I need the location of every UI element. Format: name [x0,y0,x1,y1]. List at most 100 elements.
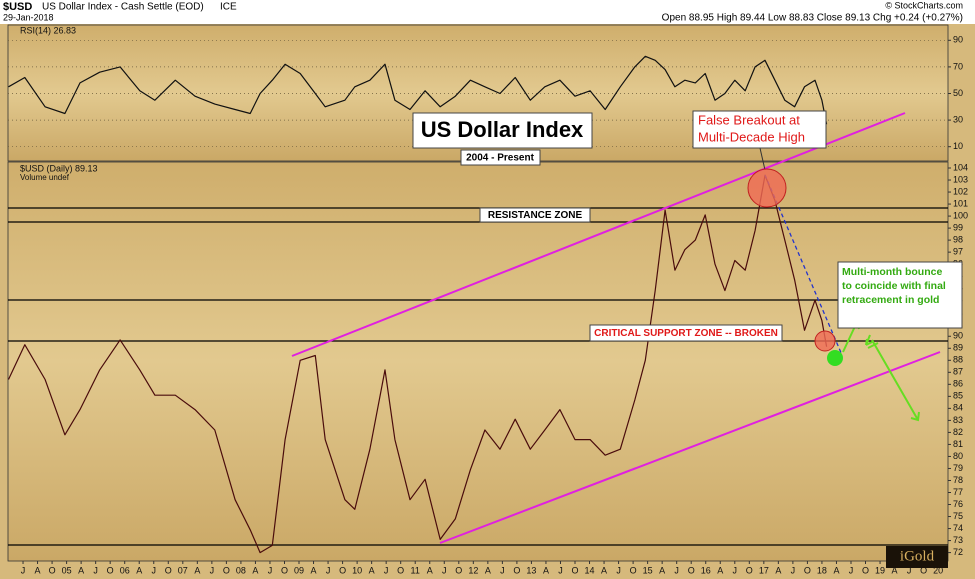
x-tick-label: O [571,565,578,575]
x-tick-label: 07 [178,565,188,575]
x-tick-label: A [775,565,781,575]
bounce-box [837,261,963,329]
x-tick-label: O [49,565,56,575]
x-tick-label: 05 [62,565,72,575]
x-tick-label: J [500,565,505,575]
source: © StockCharts.com [885,0,963,10]
symbol: $USD [3,1,32,13]
y-tick-label: 30 [953,114,963,124]
y-tick-label: 101 [953,198,968,208]
x-tick-label: A [485,565,491,575]
y-tick-label: 103 [953,174,968,184]
x-tick-label: O [281,565,288,575]
x-tick-label: J [268,565,273,575]
x-tick-label: J [849,565,854,575]
x-tick-label: 08 [236,565,246,575]
title: US Dollar Index [421,117,584,142]
logo-box [886,546,948,568]
logo: iGold [900,548,935,564]
y-tick-label: 70 [953,61,963,71]
x-tick-label: J [21,565,26,575]
x-tick-label: O [804,565,811,575]
x-tick-label: 19 [875,565,885,575]
y-tick-label: 76 [953,499,963,509]
x-tick-label: A [194,565,200,575]
x-tick-label: A [369,565,375,575]
subtitle: 2004 - Present [466,153,534,164]
x-tick-label: O [746,565,753,575]
bounce-text: Multi-month bounce [842,266,942,278]
x-tick-label: A [543,565,549,575]
x-tick-label: A [78,565,84,575]
y-tick-label: 77 [953,487,963,497]
x-tick-label: O [339,565,346,575]
channel-bottom [439,351,941,544]
x-tick-label: A [311,565,317,575]
y-tick-label: 84 [953,403,963,413]
date: 29-Jan-2018 [3,12,54,22]
y-tick-label: 100 [953,210,968,220]
arrow [865,334,873,346]
subtitle-box [460,149,541,166]
y-tick-label: 10 [953,141,963,151]
price-legend: $USD (Daily) 89.13 [20,163,98,173]
x-tick-label: A [601,565,607,575]
x-tick-label: J [616,565,621,575]
y-tick-label: 80 [953,451,963,461]
breakout-text: Multi-Decade High [698,129,805,144]
x-tick-label: J [326,565,331,575]
x-tick-label: 11 [411,565,420,575]
x-tick-label: J [791,565,796,575]
header-bar [0,0,975,24]
y-tick-label: 50 [953,88,963,98]
breakout-text: False Breakout at [698,112,800,127]
y-tick-label: 74 [953,523,963,533]
volume-note: Volume undef [20,173,70,182]
y-tick-label: 83 [953,415,963,425]
x-tick-label: O [630,565,637,575]
y-tick-label: 75 [953,511,963,521]
y-tick-label: 99 [953,222,963,232]
y-tick-label: 90 [953,331,963,341]
x-tick-label: O [223,565,230,575]
y-tick-label: 89 [953,343,963,353]
y-tick-label: 86 [953,379,963,389]
x-tick-label: J [558,565,563,575]
y-tick-label: 90 [953,35,963,45]
resistance-box [479,207,591,223]
x-tick-label: A [252,565,258,575]
rsi-legend: RSI(14) 26.83 [20,25,76,35]
price-panel [7,161,949,562]
resistance-text: RESISTANCE ZONE [488,210,583,221]
trend-dash [764,174,843,356]
x-tick-label: 17 [759,565,769,575]
y-tick-label: 73 [953,535,963,545]
series-line [7,174,828,554]
x-tick-label: O [688,565,695,575]
y-tick-label: 78 [953,475,963,485]
x-tick-label: 09 [294,565,304,575]
support-box [589,324,783,342]
x-tick-label: O [920,565,927,575]
x-tick-label: J [384,565,389,575]
x-tick-label: 15 [643,565,653,575]
x-tick-label: O [397,565,404,575]
red-circle [747,168,787,208]
quote: Open 88.95 High 89.44 Low 88.83 Close 89… [662,13,963,24]
x-tick-label: A [35,565,41,575]
x-tick-label: J [93,565,98,575]
arrow [867,342,879,349]
x-tick-label: 10 [352,565,362,575]
x-tick-label: J [674,565,679,575]
x-tick-label: 12 [468,565,478,575]
y-tick-label: 88 [953,355,963,365]
y-tick-label: 72 [953,547,963,557]
x-tick-label: 14 [585,565,595,575]
x-tick-label: A [717,565,723,575]
x-tick-label: J [733,565,738,575]
x-tick-label: 16 [701,565,711,575]
exchange: ICE [220,2,237,13]
y-tick-label: 102 [953,186,968,196]
x-tick-label: J [907,565,912,575]
